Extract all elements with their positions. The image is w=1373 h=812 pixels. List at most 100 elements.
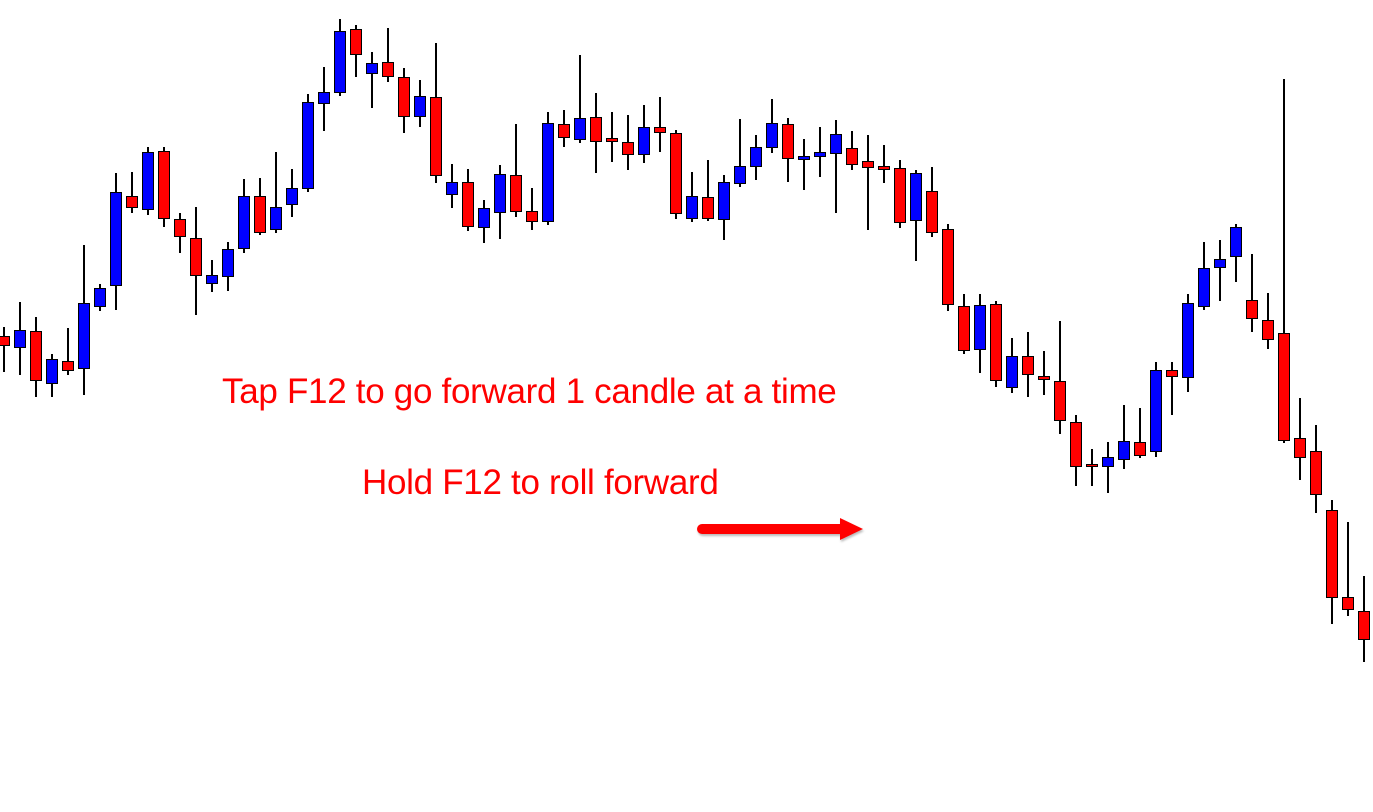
bearish-candle-body — [654, 127, 666, 133]
candle-wick — [131, 172, 133, 213]
bullish-candle-body — [750, 147, 762, 167]
bearish-candle-body — [1278, 333, 1290, 441]
candle-wick — [611, 112, 613, 162]
candle-wick — [1107, 442, 1109, 493]
bullish-candle-body — [414, 96, 426, 117]
bullish-candle-body — [366, 63, 378, 74]
bullish-candle-body — [1214, 259, 1226, 268]
bullish-candle-body — [478, 208, 490, 228]
candle-wick — [579, 55, 581, 143]
bullish-candle-body — [270, 207, 282, 230]
bullish-candle-body — [574, 118, 586, 140]
bearish-candle-body — [1038, 376, 1050, 380]
bullish-candle-body — [286, 188, 298, 205]
bearish-candle-body — [174, 219, 186, 237]
bearish-candle-body — [62, 361, 74, 371]
bullish-candle-body — [638, 127, 650, 155]
bearish-candle-body — [462, 182, 474, 227]
candle-wick — [1043, 351, 1045, 395]
candle-wick — [1347, 522, 1349, 616]
bearish-candle-body — [398, 77, 410, 117]
bearish-candle-body — [1358, 611, 1370, 640]
instruction-text-hold-f12: Hold F12 to roll forward — [362, 463, 719, 502]
bearish-candle-body — [0, 336, 10, 346]
bearish-candle-body — [1246, 300, 1258, 319]
bullish-candle-body — [798, 156, 810, 160]
bearish-candle-body — [990, 304, 1002, 381]
candle-wick — [515, 124, 517, 217]
candle-wick — [3, 327, 5, 372]
bullish-candle-body — [206, 275, 218, 284]
candle-wick — [1171, 362, 1173, 415]
candle-wick — [1123, 405, 1125, 469]
bearish-candle-body — [1342, 597, 1354, 610]
bearish-candle-body — [126, 196, 138, 208]
candle-wick — [883, 145, 885, 183]
bearish-candle-body — [430, 97, 442, 176]
bearish-candle-body — [1070, 422, 1082, 467]
candle-wick — [1251, 254, 1253, 332]
candle-wick — [1283, 79, 1285, 443]
candle-wick — [1139, 408, 1141, 458]
bullish-candle-body — [302, 102, 314, 189]
bullish-candle-body — [718, 182, 730, 220]
bullish-candle-body — [238, 196, 250, 249]
candle-wick — [387, 28, 389, 82]
bullish-candle-body — [542, 123, 554, 222]
bearish-candle-body — [782, 124, 794, 159]
candle-wick — [659, 97, 661, 152]
bearish-candle-body — [894, 168, 906, 223]
candle-wick — [1091, 449, 1093, 486]
candle-wick — [867, 135, 869, 230]
bearish-candle-body — [382, 62, 394, 77]
candle-wick — [835, 120, 837, 213]
candle-wick — [1219, 240, 1221, 301]
bearish-candle-body — [606, 138, 618, 142]
bearish-candle-body — [862, 161, 874, 168]
bullish-candle-body — [318, 92, 330, 104]
bullish-candle-body — [110, 192, 122, 286]
bullish-candle-body — [1230, 227, 1242, 257]
bearish-candle-body — [622, 142, 634, 155]
candle-wick — [67, 328, 69, 375]
bullish-candle-body — [830, 134, 842, 154]
bearish-candle-body — [942, 229, 954, 305]
bullish-candle-body — [494, 174, 506, 213]
bullish-candle-body — [142, 152, 154, 210]
candle-wick — [707, 160, 709, 221]
candle-wick — [1059, 321, 1061, 434]
candle-wick — [531, 188, 533, 230]
bullish-candle-body — [446, 182, 458, 195]
candle-wick — [803, 139, 805, 190]
bearish-candle-body — [670, 133, 682, 214]
bullish-candle-body — [814, 152, 826, 157]
bearish-candle-body — [158, 151, 170, 219]
bullish-candle-body — [1182, 303, 1194, 378]
bullish-candle-body — [974, 305, 986, 350]
bearish-candle-body — [878, 166, 890, 170]
bullish-candle-body — [1150, 370, 1162, 452]
bullish-candle-body — [1102, 457, 1114, 467]
candle-wick — [371, 52, 373, 108]
bullish-candle-body — [1198, 268, 1210, 307]
bearish-candle-body — [846, 148, 858, 165]
bearish-candle-body — [1022, 356, 1034, 375]
bearish-candle-body — [1086, 464, 1098, 467]
bearish-candle-body — [350, 29, 362, 55]
bearish-candle-body — [254, 196, 266, 233]
bearish-candle-body — [526, 211, 538, 222]
bearish-candle-body — [1054, 381, 1066, 421]
bullish-candle-body — [46, 359, 58, 384]
bullish-candle-body — [222, 249, 234, 277]
bearish-candle-body — [702, 197, 714, 219]
bullish-candle-body — [78, 303, 90, 369]
candle-wick — [275, 152, 277, 233]
bullish-candle-body — [1006, 356, 1018, 388]
bearish-candle-body — [1294, 438, 1306, 458]
bullish-candle-body — [734, 166, 746, 184]
bullish-candle-body — [334, 31, 346, 93]
bearish-candle-body — [1326, 510, 1338, 598]
bullish-candle-body — [14, 330, 26, 348]
